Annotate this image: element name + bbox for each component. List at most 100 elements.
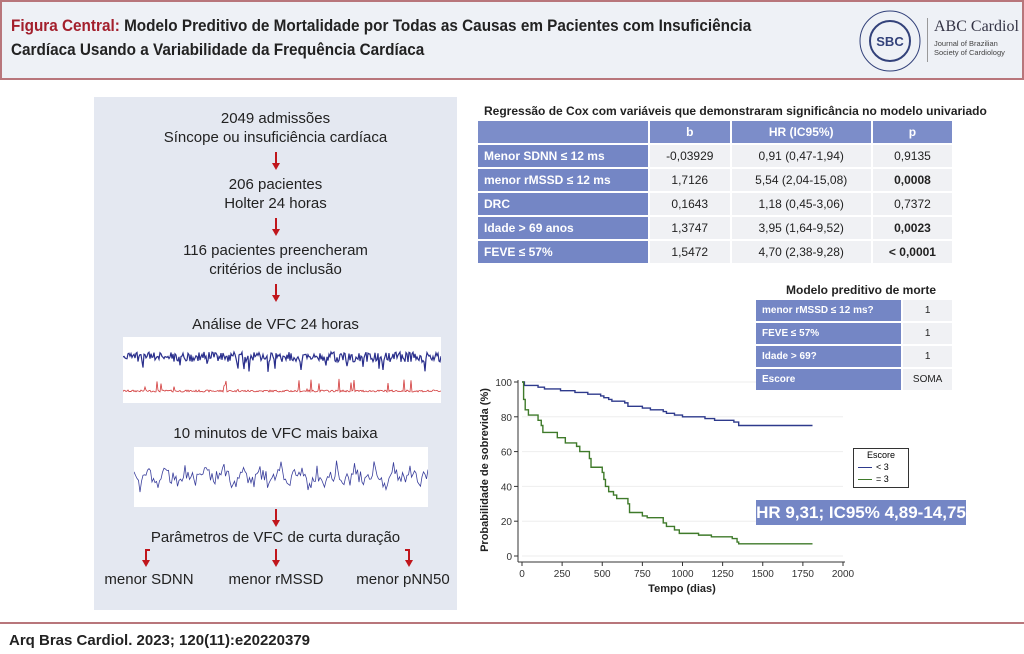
- cox-table: b HR (IC95%) p Menor SDNN ≤ 12 ms -0,03929 0,…: [476, 119, 954, 265]
- cox-cell: 0,91 (0,47-1,94): [731, 145, 871, 167]
- title-prefix: Figura Central:: [11, 16, 120, 35]
- cox-header-cell: b: [650, 121, 730, 143]
- cox-cell: FEVE ≤ 57%: [478, 241, 648, 263]
- cox-cell: 4,70 (2,38-9,28): [731, 241, 871, 263]
- header: Figura Central: Modelo Preditivo de Mort…: [0, 0, 1024, 80]
- cox-cell: Menor SDNN ≤ 12 ms: [478, 145, 648, 167]
- arrow-right-branch-icon: [405, 549, 413, 567]
- cox-cell: 3,95 (1,64-9,52): [731, 217, 871, 239]
- y-axis-label: Probabilidade de sobrevida (%): [479, 388, 491, 552]
- citation: Arq Bras Cardiol. 2023; 120(11):e2022037…: [9, 632, 311, 649]
- y-tick-label: 80: [501, 413, 513, 424]
- survival-curve-score-lt3: [522, 381, 813, 427]
- model-cell: 1: [903, 346, 952, 367]
- legend-item-lt3: < 3: [854, 461, 908, 473]
- cox-cell: -0,03929: [650, 145, 730, 167]
- output-rmssd: menor rMSSD: [228, 571, 324, 588]
- model-row: Escore SOMA: [756, 369, 952, 390]
- title-line2: Cardíaca Usando a Variabilidade da Frequ…: [11, 40, 425, 59]
- cox-cell: 1,18 (0,45-3,06): [731, 193, 871, 215]
- y-tick-label: 60: [501, 448, 513, 459]
- arrow-down-icon: [272, 218, 280, 236]
- cox-header-cell: HR (IC95%): [731, 121, 871, 143]
- model-cell: menor rMSSD ≤ 12 ms?: [756, 300, 902, 321]
- legend-title: Escore: [866, 450, 895, 460]
- x-tick-label: 0: [519, 569, 525, 580]
- model-cell: 1: [903, 323, 952, 344]
- y-tick-label: 0: [506, 552, 512, 563]
- arrow-down-icon: [272, 152, 280, 170]
- hazard-ratio-box: HR 9,31; IC95% 4,89-14,75: [756, 500, 966, 525]
- x-tick-label: 750: [634, 569, 651, 580]
- arrow-down-icon: [272, 284, 280, 302]
- footer: Arq Bras Cardiol. 2023; 120(11):e2022037…: [0, 622, 1024, 654]
- cox-cell: 5,54 (2,04-15,08): [731, 169, 871, 191]
- cox-row: Menor SDNN ≤ 12 ms -0,03929 0,91 (0,47-1,9…: [478, 145, 952, 167]
- y-tick-label: 40: [501, 482, 513, 493]
- x-axis-label: Tempo (dias): [648, 583, 716, 595]
- cox-cell: 1,7126: [650, 169, 730, 191]
- x-tick-label: 250: [554, 569, 571, 580]
- arrow-down-icon: [272, 509, 280, 527]
- model-row: Idade > 69? 1: [756, 346, 952, 367]
- x-tick-label: 2000: [832, 569, 855, 580]
- x-tick-label: 1250: [712, 569, 735, 580]
- abc-cardiol-logo: SBC ABC Cardiol Journal of Brazilian Soc…: [857, 8, 1022, 74]
- cox-table-title: Regressão de Cox com variáveis que demon…: [484, 104, 987, 118]
- cox-cell: 0,7372: [872, 193, 952, 215]
- model-table-title: Modelo preditivo de morte: [786, 283, 937, 297]
- model-cell: 1: [903, 300, 952, 321]
- x-tick-label: 500: [594, 569, 611, 580]
- figure-title: Figura Central: Modelo Preditivo de Mort…: [11, 14, 751, 62]
- hrv-10min-trace: [134, 447, 428, 507]
- model-table: menor rMSSD ≤ 12 ms? 1 FEVE ≤ 57% 1 Idade > …: [754, 298, 954, 392]
- y-tick-label: 20: [501, 517, 513, 528]
- cox-cell: 0,0023: [872, 217, 952, 239]
- output-pnn50: menor pNN50: [356, 571, 450, 588]
- step-10min-hrv: 10 minutos de VFC mais baixa: [173, 425, 378, 442]
- logo-subtitle: Journal of Brazilian Society of Cardiolo…: [934, 39, 1005, 57]
- x-tick-label: 1750: [792, 569, 815, 580]
- cox-cell: 0,0008: [872, 169, 952, 191]
- arrow-down-icon: [272, 549, 280, 567]
- model-cell: SOMA: [903, 369, 952, 390]
- cox-row: Idade > 69 anos 1,3747 3,95 (1,64-9,52) 0,0…: [478, 217, 952, 239]
- model-cell: FEVE ≤ 57%: [756, 323, 902, 344]
- svg-text:SBC: SBC: [876, 34, 904, 49]
- step-inclusion: 116 pacientes preencheram critérios de in…: [183, 242, 368, 278]
- cox-cell: Idade > 69 anos: [478, 217, 648, 239]
- cox-cell: 1,3747: [650, 217, 730, 239]
- cox-header-cell: p: [872, 121, 952, 143]
- cox-row: menor rMSSD ≤ 12 ms 1,7126 5,54 (2,04-15,0…: [478, 169, 952, 191]
- survival-curve-score-eq3: [522, 381, 813, 545]
- y-tick-label: 100: [495, 378, 512, 389]
- cox-row: DRC 0,1643 1,18 (0,45-3,06) 0,7372: [478, 193, 952, 215]
- output-sdnn: menor SDNN: [104, 571, 194, 588]
- x-tick-label: 1500: [752, 569, 775, 580]
- x-tick-label: 1000: [671, 569, 694, 580]
- cox-row: FEVE ≤ 57% 1,5472 4,70 (2,38-9,28) < 0,0001: [478, 241, 952, 263]
- cox-cell: menor rMSSD ≤ 12 ms: [478, 169, 648, 191]
- title-line1: Modelo Preditivo de Mortalidade por Toda…: [119, 16, 752, 35]
- cox-cell: 0,1643: [650, 193, 730, 215]
- model-cell: Escore: [756, 369, 902, 390]
- step-patients: 206 pacientes Holter 24 horas: [224, 176, 327, 212]
- step-24h-hrv: Análise de VFC 24 horas: [192, 316, 359, 333]
- model-cell: Idade > 69?: [756, 346, 902, 367]
- model-row: FEVE ≤ 57% 1: [756, 323, 952, 344]
- holter-24h-trace: [123, 337, 441, 403]
- step-short-term: Parâmetros de VFC de curta duração: [150, 529, 401, 546]
- arrow-left-branch-icon: [142, 549, 150, 567]
- cox-cell: 1,5472: [650, 241, 730, 263]
- cox-cell: 0,9135: [872, 145, 952, 167]
- legend-item-eq3: = 3: [854, 473, 908, 485]
- cox-cell: DRC: [478, 193, 648, 215]
- sbc-seal-icon: SBC: [859, 10, 921, 72]
- step-admissions: 2049 admissões Síncope ou insuficiência c…: [163, 110, 388, 146]
- cox-header-cell: [478, 121, 648, 143]
- flowchart-panel: 2049 admissões Síncope ou insuficiência c…: [94, 97, 457, 610]
- cox-cell: < 0,0001: [872, 241, 952, 263]
- logo-name: ABC Cardiol: [934, 18, 1019, 35]
- chart-legend: Escore < 3 = 3: [853, 448, 909, 488]
